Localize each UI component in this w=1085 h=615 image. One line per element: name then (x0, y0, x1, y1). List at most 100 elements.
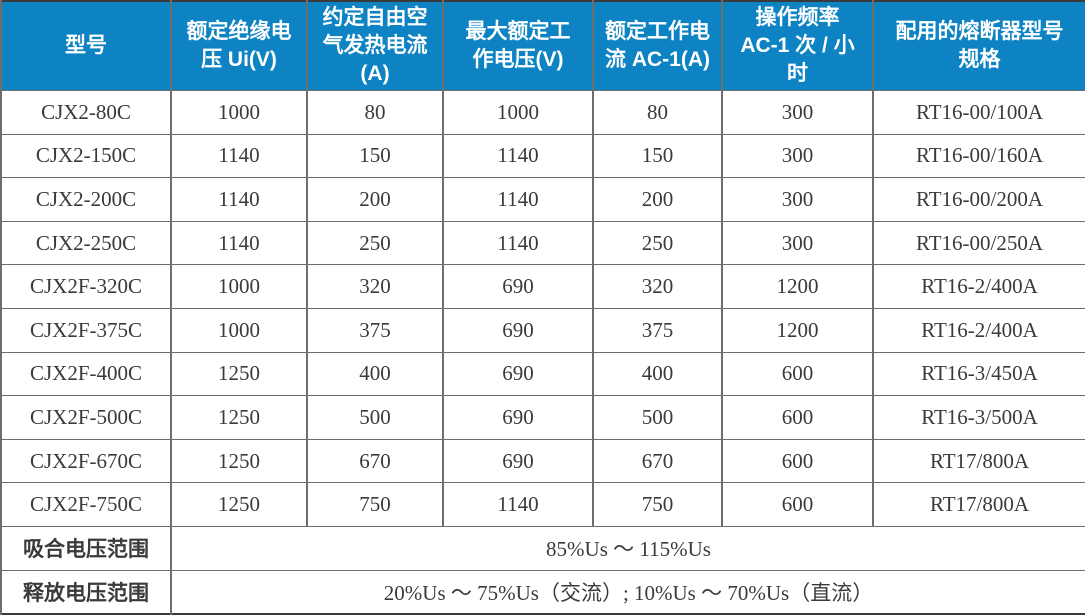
value-cell: 600 (721, 482, 874, 527)
model-cell: CJX2F-320C (0, 264, 172, 309)
model-cell: CJX2F-400C (0, 351, 172, 397)
header-max-working-voltage: 最大额定工 作电压(V) (442, 0, 594, 91)
value-cell: 200 (592, 177, 723, 222)
table-row: CJX2-200C 1140 200 1140 200 300 RT16-00/200A (0, 177, 1085, 222)
value-cell: RT16-00/200A (872, 177, 1085, 222)
value-cell: 400 (592, 351, 723, 397)
value-cell: 150 (592, 133, 723, 179)
model-cell: CJX2F-375C (0, 307, 172, 353)
value-cell: 1250 (170, 351, 308, 397)
table-row: CJX2-80C 1000 80 1000 80 300 RT16-00/100A (0, 90, 1085, 135)
value-cell: 750 (592, 482, 723, 527)
table-row: CJX2F-670C 1250 670 690 670 600 RT17/800A (0, 438, 1085, 484)
header-model: 型号 (0, 0, 172, 91)
model-cell: CJX2-200C (0, 177, 172, 222)
value-cell: RT16-3/450A (872, 351, 1085, 397)
value-cell: 1140 (170, 177, 308, 222)
table-row: CJX2F-750C 1250 750 1140 750 600 RT17/800A (0, 482, 1085, 527)
header-line: 流 AC-1(A) (605, 48, 710, 71)
model-cell: CJX2-250C (0, 220, 172, 266)
table-row: CJX2F-500C 1250 500 690 500 600 RT16-3/500A (0, 395, 1085, 440)
value-cell: 1250 (170, 438, 308, 484)
value-cell: RT16-2/400A (872, 307, 1085, 353)
value-cell: 300 (721, 90, 874, 135)
value-cell: 80 (592, 90, 723, 135)
value-cell: 1140 (442, 133, 594, 179)
value-cell: 1140 (170, 220, 308, 266)
value-cell: RT17/800A (872, 482, 1085, 527)
pickup-voltage-row: 吸合电压范围 85%Us ～ 115%Us (0, 525, 1085, 571)
table-header: 型号 额定绝缘电 压 Ui(V) 约定自由空 气发热电流 (A) 最大额定工 作… (0, 0, 1085, 91)
value-cell: 690 (442, 307, 594, 353)
header-line: (A) (360, 62, 390, 85)
header-rated-insulation-voltage: 额定绝缘电 压 Ui(V) (170, 0, 308, 91)
header-line: 操作频率 (755, 6, 840, 29)
value-cell: 500 (592, 395, 723, 440)
table-row: CJX2F-375C 1000 375 690 375 1200 RT16-2/400A (0, 307, 1085, 353)
value-cell: 690 (442, 264, 594, 309)
table-row: CJX2-250C 1140 250 1140 250 300 RT16-00/250A (0, 220, 1085, 266)
value-cell: RT16-00/100A (872, 90, 1085, 135)
value-cell: 300 (721, 177, 874, 222)
header-operating-frequency: 操作频率 AC-1 次 / 小时 (721, 0, 874, 91)
value-cell: 1000 (170, 90, 308, 135)
pickup-voltage-label: 吸合电压范围 (0, 525, 172, 571)
value-cell: RT16-00/250A (872, 220, 1085, 266)
value-cell: 1200 (721, 264, 874, 309)
header-matching-fuse-type: 配用的熔断器型号 规格 (872, 0, 1085, 91)
table-row: CJX2-150C 1140 150 1140 150 300 RT16-00/160A (0, 133, 1085, 179)
header-line: 气发热电流 (322, 34, 428, 57)
header-row: 型号 额定绝缘电 压 Ui(V) 约定自由空 气发热电流 (A) 最大额定工 作… (0, 0, 1085, 91)
value-cell: RT16-2/400A (872, 264, 1085, 309)
value-cell: 670 (306, 438, 444, 484)
header-line: 约定自由空 (322, 6, 428, 29)
value-cell: 375 (306, 307, 444, 353)
release-voltage-value: 20%Us ～ 75%Us（交流）; 10%Us ～ 70%Us（直流） (170, 569, 1085, 615)
table-row: CJX2F-320C 1000 320 690 320 1200 RT16-2/400A (0, 264, 1085, 309)
value-cell: RT17/800A (872, 438, 1085, 484)
value-cell: 300 (721, 133, 874, 179)
value-cell: 690 (442, 351, 594, 397)
value-cell: 250 (306, 220, 444, 266)
header-line: 型号 (65, 34, 107, 57)
value-cell: 250 (592, 220, 723, 266)
value-cell: 80 (306, 90, 444, 135)
header-line: 作电压(V) (472, 48, 564, 71)
value-cell: 600 (721, 351, 874, 397)
value-cell: 1000 (170, 307, 308, 353)
value-cell: 1140 (442, 220, 594, 266)
value-cell: 1140 (170, 133, 308, 179)
header-line: AC-1 次 / 小时 (740, 34, 855, 85)
value-cell: 320 (592, 264, 723, 309)
value-cell: 150 (306, 133, 444, 179)
value-cell: 200 (306, 177, 444, 222)
value-cell: 500 (306, 395, 444, 440)
table-body: CJX2-80C 1000 80 1000 80 300 RT16-00/100A CJX2-… (0, 90, 1085, 527)
value-cell: RT16-00/160A (872, 133, 1085, 179)
value-cell: 1000 (170, 264, 308, 309)
model-cell: CJX2F-670C (0, 438, 172, 484)
release-voltage-row: 释放电压范围 20%Us ～ 75%Us（交流）; 10%Us ～ 70%Us（… (0, 569, 1085, 615)
value-cell: 600 (721, 395, 874, 440)
value-cell: 690 (442, 438, 594, 484)
model-cell: CJX2F-750C (0, 482, 172, 527)
value-cell: 1000 (442, 90, 594, 135)
value-cell: 750 (306, 482, 444, 527)
value-cell: 1140 (442, 482, 594, 527)
header-line: 规格 (958, 48, 1001, 71)
header-line: 额定绝缘电 (186, 20, 292, 43)
value-cell: 1250 (170, 395, 308, 440)
value-cell: 400 (306, 351, 444, 397)
value-cell: 375 (592, 307, 723, 353)
value-cell: RT16-3/500A (872, 395, 1085, 440)
header-line: 压 Ui(V) (201, 48, 277, 71)
header-conventional-thermal-current: 约定自由空 气发热电流 (A) (306, 0, 444, 91)
release-voltage-label: 释放电压范围 (0, 569, 172, 615)
value-cell: 1200 (721, 307, 874, 353)
header-line: 额定工作电 (605, 20, 710, 43)
header-line: 最大额定工 (465, 20, 571, 43)
value-cell: 600 (721, 438, 874, 484)
value-cell: 1250 (170, 482, 308, 527)
header-rated-working-current: 额定工作电 流 AC-1(A) (592, 0, 723, 91)
